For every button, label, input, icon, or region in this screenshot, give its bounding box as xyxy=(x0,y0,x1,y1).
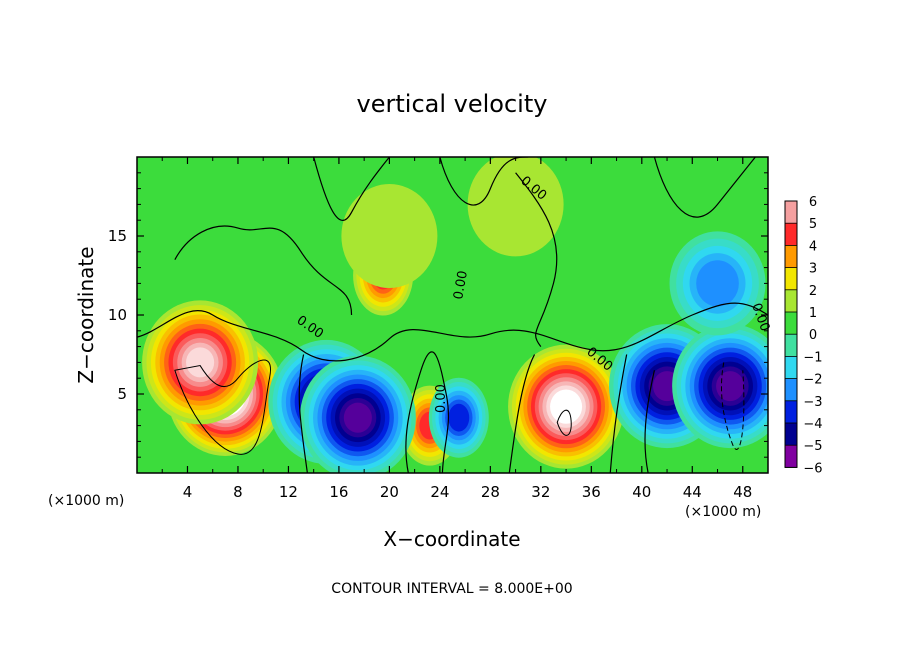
field-band xyxy=(696,260,739,307)
x-tick-label: 28 xyxy=(481,483,500,501)
y-tick-label: 5 xyxy=(117,385,127,403)
colorbar-label: 5 xyxy=(809,217,817,232)
colorbar-label: −4 xyxy=(803,417,822,432)
y-tick-label: 15 xyxy=(108,227,127,245)
field-band xyxy=(716,371,745,402)
field-feature xyxy=(508,344,625,469)
positive-contour xyxy=(556,409,572,436)
x-tick-label: 8 xyxy=(233,483,243,501)
colorbar-label: −1 xyxy=(803,350,822,365)
zero-contour xyxy=(609,354,628,473)
colorbar-band xyxy=(785,223,797,246)
zero-contour xyxy=(174,225,353,316)
colorbar-band xyxy=(785,245,797,268)
contour-label: 0.00 xyxy=(434,384,449,413)
x-unit-left: (×1000 m) xyxy=(48,493,124,509)
x-unit-right: (×1000 m) xyxy=(685,504,761,520)
colorbar-band xyxy=(785,356,797,379)
colorbar: 6 5 4 3 2 1 0 −1 −2 −3 −4 −5 −6 xyxy=(784,195,823,476)
colorbar-band xyxy=(785,312,797,335)
colorbar-label: 1 xyxy=(809,306,817,321)
x-tick-label: 48 xyxy=(733,483,752,501)
y-axis-ticks: 5 10 15 xyxy=(108,172,768,458)
colorbar-label: 6 xyxy=(809,195,817,210)
colorbar-band xyxy=(785,289,797,312)
chart-title: vertical velocity xyxy=(357,90,548,118)
field-feature xyxy=(669,231,766,336)
x-tick-label: 40 xyxy=(632,483,651,501)
zero-contour xyxy=(439,157,529,206)
field-band xyxy=(467,157,564,257)
x-tick-label: 44 xyxy=(683,483,702,501)
x-tick-label: 32 xyxy=(531,483,550,501)
colorbar-band xyxy=(785,400,797,423)
field-band xyxy=(341,184,438,288)
positive-contour xyxy=(174,359,271,455)
x-tick-label: 20 xyxy=(380,483,399,501)
field-band xyxy=(448,403,470,432)
y-axis-title: Z−coordinate xyxy=(74,246,98,383)
negative-contour xyxy=(721,362,745,450)
velocity-field xyxy=(137,157,768,473)
colorbar-label: −3 xyxy=(803,395,822,410)
x-axis-ticks: 4 8 12 16 20 24 28 32 36 40 44 48 xyxy=(161,157,752,501)
colorbar-band xyxy=(785,378,797,401)
field-feature xyxy=(299,355,416,473)
x-tick-label: 16 xyxy=(329,483,348,501)
contour-label: 0.00 xyxy=(451,270,471,301)
contour-interval-note: CONTOUR INTERVAL = 8.000E+00 xyxy=(331,581,572,597)
zero-contour xyxy=(313,157,390,221)
x-tick-label: 24 xyxy=(430,483,449,501)
zero-contour xyxy=(137,302,768,362)
field-band xyxy=(553,393,579,420)
colorbar-label: 0 xyxy=(809,328,817,343)
colorbar-band xyxy=(785,445,797,468)
field-band xyxy=(343,402,372,433)
colorbar-band xyxy=(785,267,797,290)
field-feature xyxy=(341,184,438,288)
field-feature xyxy=(672,324,768,449)
x-tick-label: 36 xyxy=(582,483,601,501)
field-feature xyxy=(142,300,259,425)
colorbar-label: 4 xyxy=(809,239,817,254)
colorbar-label: −6 xyxy=(803,461,822,476)
x-tick-label: 12 xyxy=(279,483,298,501)
colorbar-band xyxy=(785,423,797,446)
x-tick-label: 4 xyxy=(183,483,193,501)
field-feature xyxy=(467,157,564,257)
zero-contour xyxy=(515,172,558,347)
zero-contour xyxy=(653,157,756,218)
colorbar-band xyxy=(785,201,797,224)
contour-lines xyxy=(137,157,768,473)
colorbar-label: 3 xyxy=(809,262,817,277)
field-band xyxy=(186,347,215,378)
colorbar-label: 2 xyxy=(809,284,817,299)
colorbar-label: −5 xyxy=(803,439,822,454)
x-axis-title: X−coordinate xyxy=(383,527,520,551)
zero-contour xyxy=(508,354,536,473)
colorbar-label: −2 xyxy=(803,373,822,388)
y-tick-label: 10 xyxy=(108,306,127,324)
zero-contour xyxy=(644,370,656,473)
zero-contour xyxy=(298,354,308,473)
colorbar-band xyxy=(785,334,797,357)
zero-contour xyxy=(405,351,449,473)
